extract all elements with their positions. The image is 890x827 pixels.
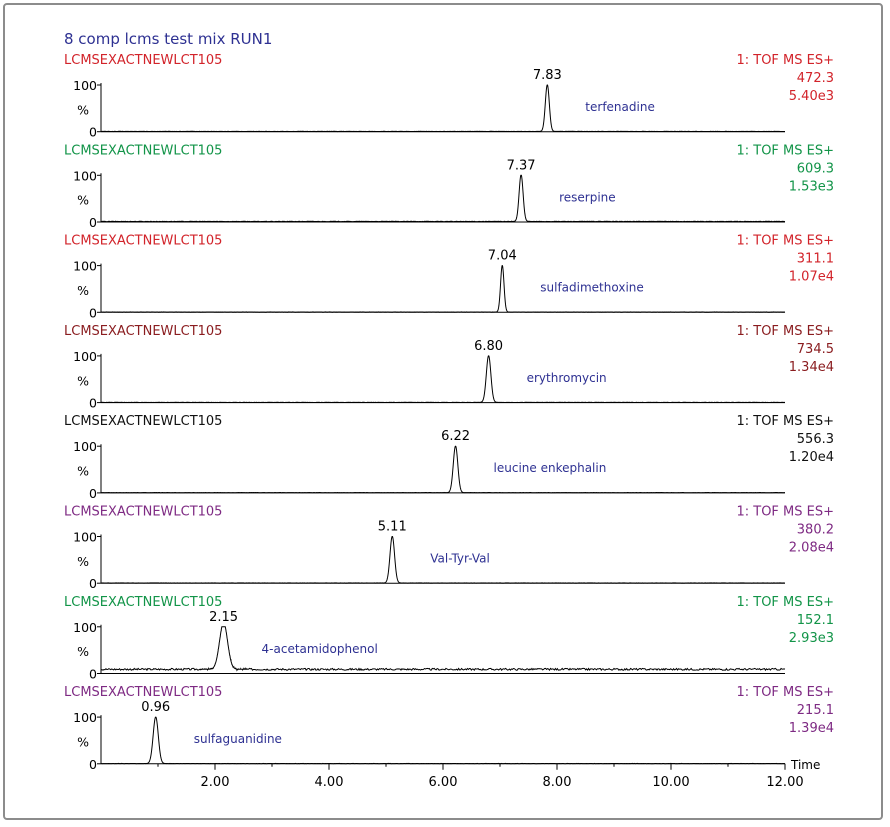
- y-tick-label: 100: [73, 530, 97, 545]
- y-tick-label: 0: [89, 305, 97, 320]
- y-unit-label: %: [77, 464, 89, 479]
- compound-label: Val-Tyr-Val: [430, 552, 490, 566]
- mass-label: 215.1: [797, 703, 834, 718]
- y-tick-label: 0: [89, 125, 97, 140]
- intensity-label: 2.08e4: [789, 541, 834, 556]
- x-axis-title: Time: [790, 758, 820, 772]
- y-tick-label: 0: [89, 396, 97, 411]
- y-tick-label: 100: [73, 259, 97, 274]
- peak-label: 7.83: [533, 68, 562, 83]
- peak-label: 7.37: [507, 158, 536, 173]
- x-tick-label: 12.00: [766, 775, 803, 790]
- trace-panel-1: LCMSEXACTNEWLCT105 1: TOF MS ES+ 472.3 5.40…: [64, 53, 834, 140]
- trace-panel-7: LCMSEXACTNEWLCT105 1: TOF MS ES+ 152.1 2.93…: [64, 595, 834, 682]
- chromatogram-trace: [100, 445, 786, 494]
- x-tick-label: 8.00: [543, 775, 572, 790]
- y-unit-label: %: [77, 193, 89, 208]
- compound-label: reserpine: [559, 190, 616, 204]
- peak-label: 5.11: [378, 520, 407, 535]
- y-tick-label: 0: [89, 215, 97, 230]
- y-tick-label: 100: [73, 710, 97, 725]
- trace-panel-3: LCMSEXACTNEWLCT105 1: TOF MS ES+ 311.1 1.07…: [64, 234, 834, 321]
- y-tick-label: 0: [89, 757, 97, 772]
- y-unit-label: %: [77, 283, 89, 298]
- data-file-label: LCMSEXACTNEWLCT105: [64, 414, 222, 429]
- intensity-label: 2.93e3: [789, 631, 834, 646]
- intensity-label: 1.53e3: [789, 179, 834, 194]
- chromatogram-trace: [100, 355, 785, 404]
- mass-label: 609.3: [797, 161, 834, 176]
- function-label: 1: TOF MS ES+: [736, 143, 834, 158]
- peak-label: 2.15: [209, 610, 238, 625]
- function-label: 1: TOF MS ES+: [736, 595, 834, 610]
- mass-label: 556.3: [797, 432, 834, 447]
- intensity-label: 1.39e4: [789, 721, 834, 736]
- y-unit-label: %: [77, 373, 89, 388]
- compound-label: sulfadimethoxine: [540, 281, 644, 295]
- data-file-label: LCMSEXACTNEWLCT105: [64, 324, 222, 339]
- intensity-label: 1.07e4: [789, 270, 834, 285]
- y-unit-label: %: [77, 554, 89, 569]
- function-label: 1: TOF MS ES+: [736, 505, 834, 520]
- y-tick-label: 0: [89, 486, 97, 501]
- trace-panel-2: LCMSEXACTNEWLCT105 1: TOF MS ES+ 609.3 1.53…: [64, 143, 834, 230]
- mass-label: 152.1: [797, 613, 834, 628]
- chart-title: 8 comp lcms test mix RUN1: [64, 30, 272, 48]
- chromatogram-trace: [100, 626, 786, 672]
- data-file-label: LCMSEXACTNEWLCT105: [64, 505, 222, 520]
- peak-label: 7.04: [488, 249, 517, 264]
- chromatogram-trace: [100, 84, 786, 133]
- mass-label: 380.2: [797, 523, 834, 538]
- y-unit-label: %: [77, 734, 89, 749]
- function-label: 1: TOF MS ES+: [736, 234, 834, 249]
- data-file-label: LCMSEXACTNEWLCT105: [64, 234, 222, 249]
- trace-panel-8: LCMSEXACTNEWLCT105 1: TOF MS ES+ 215.1 1.39…: [64, 685, 834, 772]
- peak-label: 0.96: [141, 700, 170, 715]
- function-label: 1: TOF MS ES+: [736, 53, 834, 68]
- chromatogram-trace: [100, 536, 786, 584]
- data-file-label: LCMSEXACTNEWLCT105: [64, 53, 222, 68]
- compound-label: 4-acetamidophenol: [262, 642, 378, 656]
- chromatogram-trace: [100, 174, 786, 223]
- mass-label: 472.3: [797, 71, 834, 86]
- peak-label: 6.80: [474, 339, 503, 354]
- trace-panel-5: LCMSEXACTNEWLCT105 1: TOF MS ES+ 556.3 1.20…: [64, 414, 834, 501]
- trace-panel-4: LCMSEXACTNEWLCT105 1: TOF MS ES+ 734.5 1.34…: [64, 324, 834, 411]
- compound-label: sulfaguanidine: [194, 732, 282, 746]
- compound-label: terfenadine: [585, 100, 655, 114]
- y-tick-label: 0: [89, 667, 97, 682]
- y-unit-label: %: [77, 102, 89, 117]
- mass-label: 734.5: [797, 342, 834, 357]
- x-tick-label: 10.00: [652, 775, 689, 790]
- x-tick-label: 4.00: [315, 775, 344, 790]
- mass-label: 311.1: [797, 252, 834, 267]
- compound-label: leucine enkephalin: [494, 461, 607, 475]
- data-file-label: LCMSEXACTNEWLCT105: [64, 595, 222, 610]
- intensity-label: 1.34e4: [789, 360, 834, 375]
- y-tick-label: 100: [73, 620, 97, 635]
- intensity-label: 5.40e3: [789, 89, 834, 104]
- chromatogram-trace: [100, 265, 786, 313]
- chromatogram-trace: [100, 716, 786, 765]
- function-label: 1: TOF MS ES+: [736, 685, 834, 700]
- intensity-label: 1.20e4: [789, 450, 834, 465]
- x-tick-label: 2.00: [201, 775, 230, 790]
- y-tick-label: 0: [89, 576, 97, 591]
- peak-label: 6.22: [441, 429, 470, 444]
- y-tick-label: 100: [73, 78, 97, 93]
- x-tick-label: 6.00: [429, 775, 458, 790]
- y-tick-label: 100: [73, 349, 97, 364]
- function-label: 1: TOF MS ES+: [736, 324, 834, 339]
- y-tick-label: 100: [73, 168, 97, 183]
- y-unit-label: %: [77, 644, 89, 659]
- y-tick-label: 100: [73, 439, 97, 454]
- compound-label: erythromycin: [527, 371, 607, 385]
- trace-panel-6: LCMSEXACTNEWLCT105 1: TOF MS ES+ 380.2 2.08…: [64, 505, 834, 592]
- data-file-label: LCMSEXACTNEWLCT105: [64, 685, 222, 700]
- data-file-label: LCMSEXACTNEWLCT105: [64, 143, 222, 158]
- chart-frame: [3, 3, 883, 820]
- function-label: 1: TOF MS ES+: [736, 414, 834, 429]
